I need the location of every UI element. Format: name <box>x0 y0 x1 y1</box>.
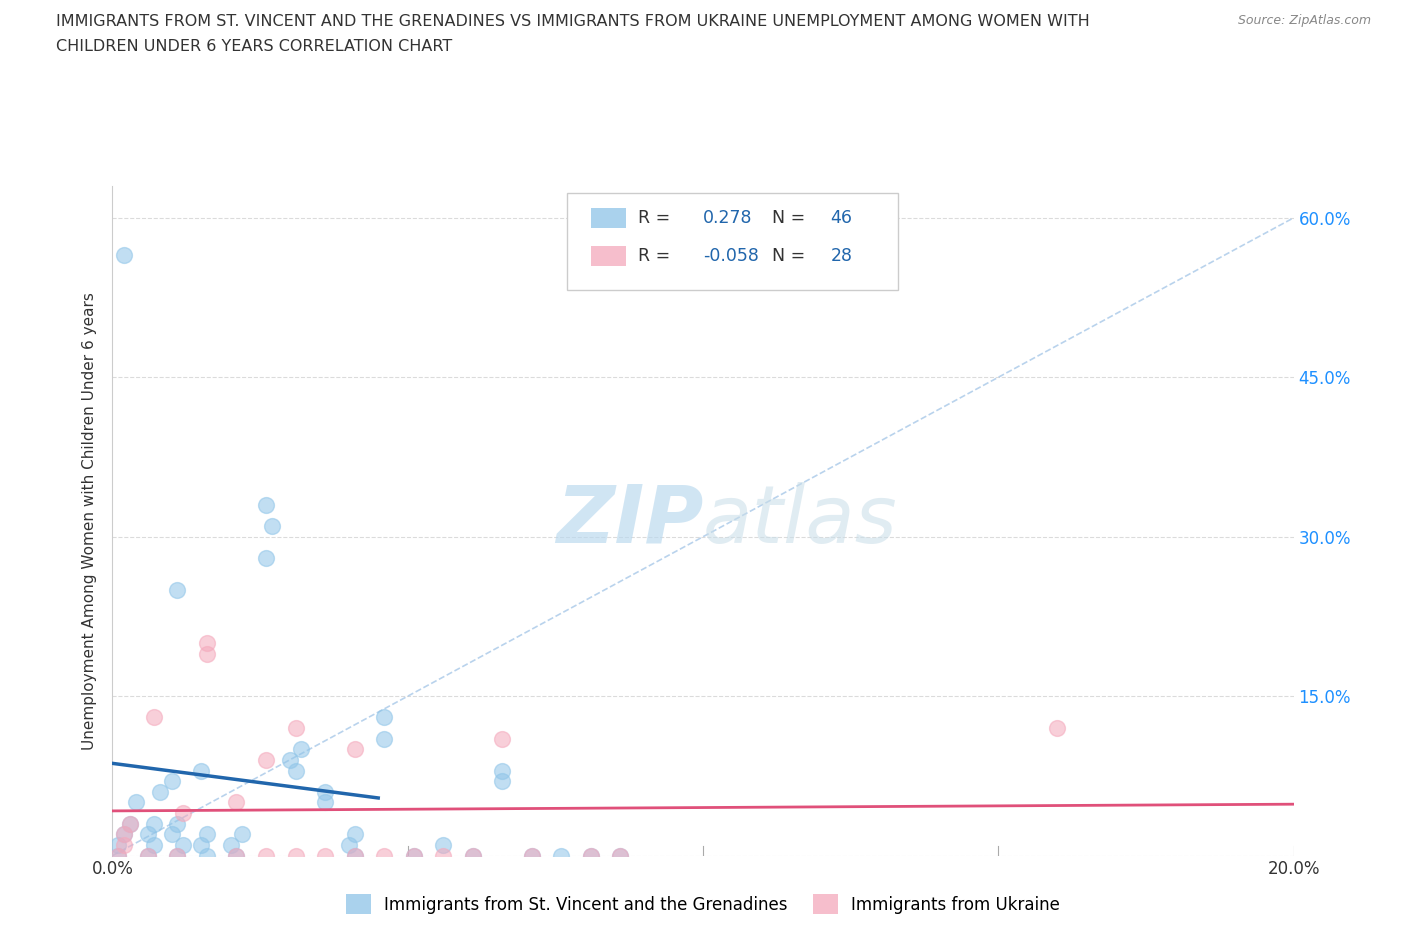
Point <box>314 795 336 810</box>
Point <box>107 848 129 863</box>
Text: atlas: atlas <box>703 482 898 560</box>
Point <box>432 848 454 863</box>
Point <box>491 731 513 746</box>
Point <box>225 848 247 863</box>
Text: N =: N = <box>772 209 810 227</box>
Text: N =: N = <box>772 247 810 265</box>
Point <box>160 774 183 789</box>
Point <box>461 848 484 863</box>
Point <box>402 848 425 863</box>
Point <box>254 551 277 565</box>
Point <box>190 764 212 778</box>
Point <box>343 827 366 842</box>
Point <box>290 742 312 757</box>
Point <box>190 838 212 853</box>
Point <box>461 848 484 863</box>
Point <box>112 827 135 842</box>
Point <box>107 838 129 853</box>
Point <box>231 827 253 842</box>
Text: 28: 28 <box>831 247 852 265</box>
Text: ZIP: ZIP <box>555 482 703 560</box>
Point <box>343 742 366 757</box>
Point <box>373 848 395 863</box>
Point <box>432 838 454 853</box>
Point <box>172 805 194 820</box>
Text: 46: 46 <box>831 209 852 227</box>
Point <box>166 582 188 597</box>
Point <box>219 838 242 853</box>
Point <box>402 848 425 863</box>
Bar <box>591 208 626 228</box>
Point <box>550 848 572 863</box>
Point <box>520 848 543 863</box>
Point <box>491 774 513 789</box>
Point <box>172 838 194 853</box>
Point <box>343 848 366 863</box>
Point <box>195 827 218 842</box>
Point <box>520 848 543 863</box>
Text: R =: R = <box>638 247 676 265</box>
Point <box>225 848 247 863</box>
Point <box>373 731 395 746</box>
Point <box>579 848 602 863</box>
Point <box>225 795 247 810</box>
Point <box>195 848 218 863</box>
Point <box>149 784 172 799</box>
Point <box>609 848 631 863</box>
Text: -0.058: -0.058 <box>703 247 759 265</box>
Point <box>609 848 631 863</box>
Point <box>112 838 135 853</box>
Point <box>166 848 188 863</box>
Point <box>142 838 165 853</box>
Point <box>284 848 307 863</box>
Point <box>195 635 218 650</box>
Point <box>160 827 183 842</box>
Point <box>314 784 336 799</box>
Point <box>142 710 165 724</box>
Legend: Immigrants from St. Vincent and the Grenadines, Immigrants from Ukraine: Immigrants from St. Vincent and the Gren… <box>346 894 1060 914</box>
Point <box>112 827 135 842</box>
Point <box>260 519 283 534</box>
Point <box>1046 721 1069 736</box>
Point <box>343 848 366 863</box>
Point <box>112 247 135 262</box>
Point <box>278 752 301 767</box>
Point <box>579 848 602 863</box>
Point <box>254 752 277 767</box>
Text: 0.278: 0.278 <box>703 209 752 227</box>
Point <box>120 817 142 831</box>
Point <box>373 710 395 724</box>
Point <box>337 838 360 853</box>
Point <box>120 817 142 831</box>
Point <box>195 646 218 661</box>
Text: R =: R = <box>638 209 676 227</box>
Point <box>166 848 188 863</box>
Point <box>136 848 159 863</box>
Point <box>314 848 336 863</box>
Point <box>125 795 148 810</box>
Point <box>254 848 277 863</box>
Point <box>284 721 307 736</box>
Point <box>284 764 307 778</box>
Text: CHILDREN UNDER 6 YEARS CORRELATION CHART: CHILDREN UNDER 6 YEARS CORRELATION CHART <box>56 39 453 54</box>
Y-axis label: Unemployment Among Women with Children Under 6 years: Unemployment Among Women with Children U… <box>82 292 97 750</box>
Point <box>136 848 159 863</box>
Text: Source: ZipAtlas.com: Source: ZipAtlas.com <box>1237 14 1371 27</box>
Point <box>491 764 513 778</box>
Point <box>107 848 129 863</box>
Point <box>254 498 277 512</box>
Point <box>166 817 188 831</box>
Text: IMMIGRANTS FROM ST. VINCENT AND THE GRENADINES VS IMMIGRANTS FROM UKRAINE UNEMPL: IMMIGRANTS FROM ST. VINCENT AND THE GREN… <box>56 14 1090 29</box>
Point <box>136 827 159 842</box>
Point <box>142 817 165 831</box>
Bar <box>591 246 626 266</box>
FancyBboxPatch shape <box>567 193 898 290</box>
